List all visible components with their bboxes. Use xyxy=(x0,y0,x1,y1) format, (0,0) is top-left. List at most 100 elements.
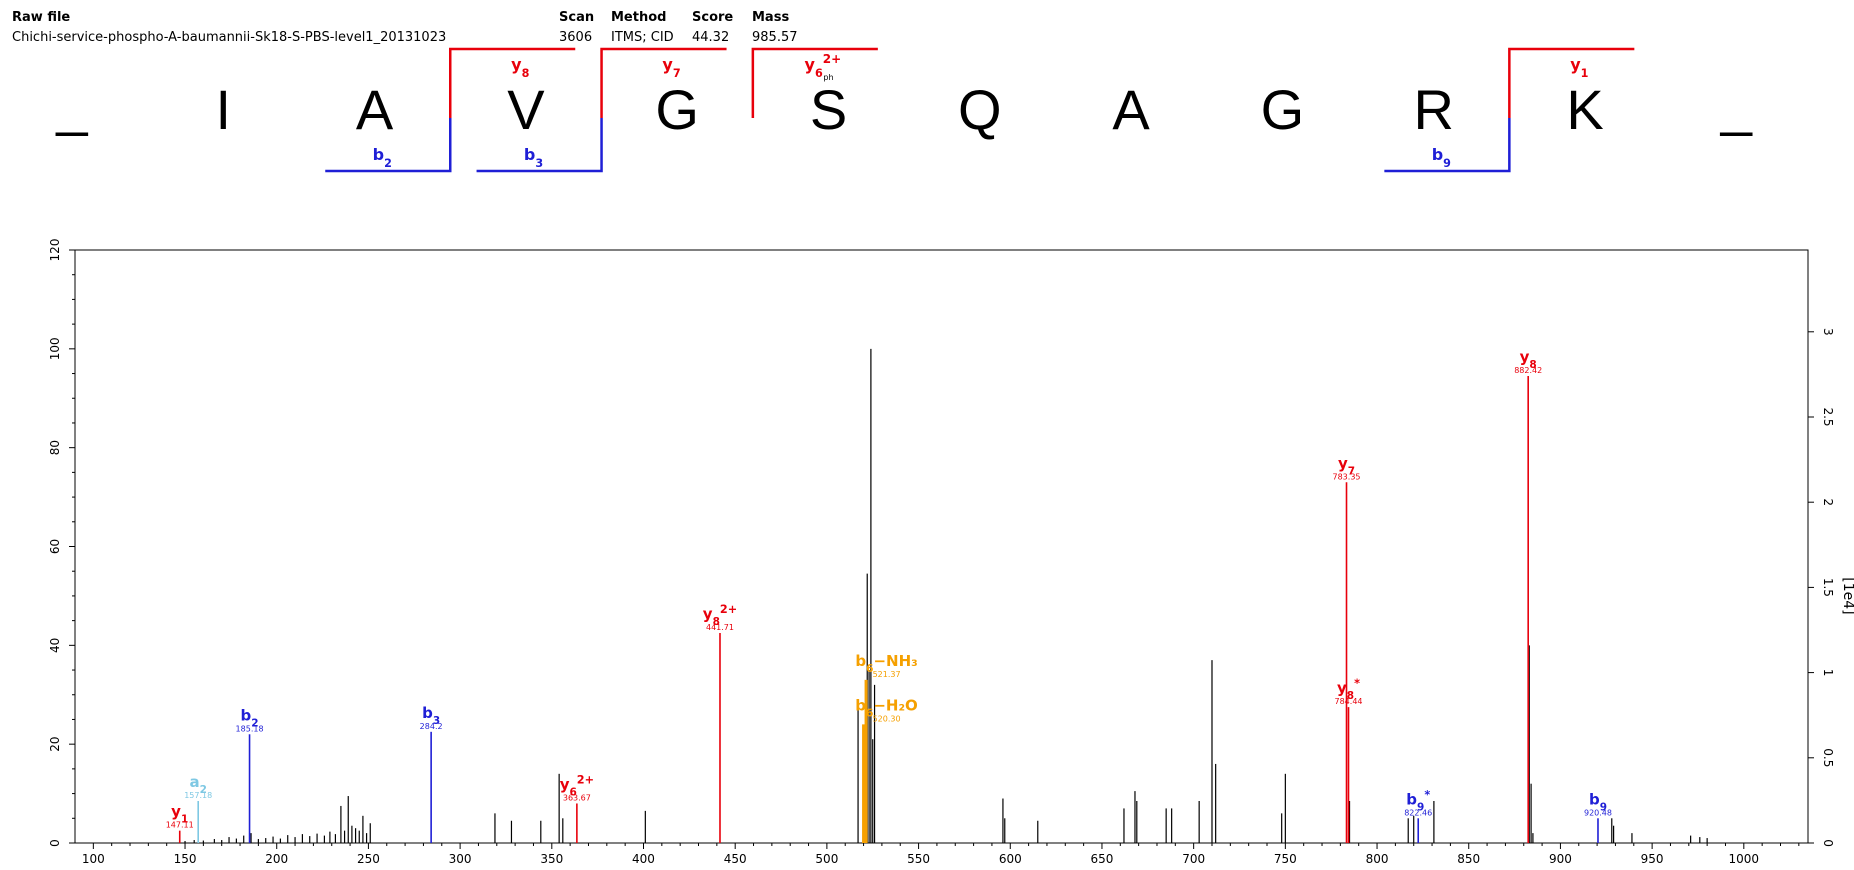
b-bracket-label-0: b2 xyxy=(373,145,392,170)
peak-ion-label-9: y8* xyxy=(1337,677,1360,703)
residue-3: V xyxy=(507,78,545,141)
peak-mz-label-5: 441.71 xyxy=(706,623,734,632)
peak-mz-label-7: 520.30 xyxy=(873,714,901,723)
x-tick-label-2: 200 xyxy=(265,852,288,866)
y-tick-label-3: 60 xyxy=(48,539,62,554)
right-tick-label-5: 2.5 xyxy=(1821,407,1835,426)
x-tick-label-0: 100 xyxy=(82,852,105,866)
y-bracket-3 xyxy=(1508,47,1635,118)
x-tick-label-11: 650 xyxy=(1091,852,1114,866)
peak-mz-label-9: 784.44 xyxy=(1335,697,1363,706)
right-tick-label-0: 0 xyxy=(1821,839,1835,847)
x-tick-label-3: 250 xyxy=(357,852,380,866)
residue-4: G xyxy=(655,78,699,141)
peak-mz-label-11: 882.42 xyxy=(1514,366,1542,375)
peak-mz-label-3: 284.2 xyxy=(420,722,443,731)
scan-label: Scan xyxy=(559,10,595,25)
x-tick-label-17: 950 xyxy=(1641,852,1664,866)
peak-ion-label-11: y8 xyxy=(1520,348,1537,371)
y-bracket-label-2: y62+ xyxy=(805,52,842,80)
peak-mz-label-8: 783.35 xyxy=(1333,472,1361,481)
peak-ion-label-3: b3 xyxy=(422,704,440,727)
x-tick-label-15: 850 xyxy=(1457,852,1480,866)
right-axis-label: [1e4] xyxy=(1840,577,1854,614)
x-tick-label-13: 750 xyxy=(1274,852,1297,866)
x-tick-label-10: 600 xyxy=(999,852,1022,866)
residue-0: _ xyxy=(56,74,88,137)
x-tick-label-4: 300 xyxy=(449,852,472,866)
x-tick-label-5: 350 xyxy=(540,852,563,866)
y-tick-label-4: 80 xyxy=(48,440,62,455)
y-bracket-label-1: y7 xyxy=(662,55,680,80)
x-tick-label-7: 450 xyxy=(724,852,747,866)
y-tick-label-5: 100 xyxy=(48,337,62,360)
residue-10: K xyxy=(1566,78,1604,141)
x-tick-label-8: 500 xyxy=(815,852,838,866)
peak-ion-label-10: b9* xyxy=(1406,788,1430,814)
residue-9: R xyxy=(1413,78,1454,141)
b-bracket-2 xyxy=(1384,118,1511,173)
x-tick-label-6: 400 xyxy=(632,852,655,866)
peak-mz-label-10: 822.46 xyxy=(1404,808,1432,817)
y-bracket-2 xyxy=(751,47,878,118)
right-tick-label-3: 1.5 xyxy=(1821,578,1835,597)
right-tick-label-6: 3 xyxy=(1821,328,1835,336)
residue-8: G xyxy=(1260,78,1305,141)
peak-mz-label-2: 185.18 xyxy=(236,724,264,733)
right-tick-label-4: 2 xyxy=(1821,498,1835,506)
x-tick-label-1: 150 xyxy=(174,852,197,866)
peak-ion-label-1: a2 xyxy=(189,773,206,796)
peak-ion-label-7: b6−H₂O xyxy=(855,696,918,719)
residue-11: _ xyxy=(1720,74,1752,137)
y-tick-label-2: 40 xyxy=(48,638,62,653)
y-bracket-label-0: y8 xyxy=(511,55,529,80)
peptide-sequence-panel: y8 y7 y62+ y1 ph b2 b3 b9 _ I A V G S Q A G R K _ xyxy=(0,40,1854,180)
x-tick-label-9: 550 xyxy=(907,852,930,866)
method-label: Method xyxy=(611,10,667,25)
peak-ion-label-5: y82+ xyxy=(703,602,737,628)
raw-file-label: Raw file xyxy=(12,10,71,25)
x-tick-label-18: 1000 xyxy=(1729,852,1760,866)
peak-ion-label-8: y7 xyxy=(1338,454,1355,477)
residue-2: A xyxy=(355,78,394,141)
y-bracket-0 xyxy=(449,47,576,118)
scan-value: 3606 xyxy=(559,30,593,45)
y-bracket-label-3: y1 xyxy=(1570,55,1588,80)
x-tick-label-12: 700 xyxy=(1182,852,1205,866)
mass-value: 985.57 xyxy=(752,30,798,45)
residue-5: S xyxy=(809,78,848,141)
y-tick-label-1: 20 xyxy=(48,737,62,752)
residue-1: I xyxy=(215,78,232,141)
peak-ion-label-4: y62+ xyxy=(560,773,594,799)
peak-mz-label-4: 363.67 xyxy=(563,793,591,802)
score-value: 44.32 xyxy=(692,30,730,45)
x-tick-label-16: 900 xyxy=(1549,852,1572,866)
score-label: Score xyxy=(692,10,734,25)
fragment-brackets: y8 y7 y62+ y1 ph b2 b3 b9 xyxy=(325,47,1635,173)
residue-6: Q xyxy=(958,78,1002,141)
right-tick-label-2: 1 xyxy=(1821,669,1835,677)
residue-7: A xyxy=(1112,78,1150,141)
mass-label: Mass xyxy=(752,10,790,25)
peak-ion-label-12: b9 xyxy=(1589,790,1607,813)
plot-frame xyxy=(74,249,1809,844)
y-bracket-1 xyxy=(600,47,727,118)
b-bracket-label-1: b3 xyxy=(524,145,543,170)
b-bracket-1 xyxy=(476,118,603,173)
method-value: ITMS; CID xyxy=(611,30,674,45)
y-tick-label-6: 120 xyxy=(48,239,62,262)
peak-mz-label-1: 157.18 xyxy=(184,791,212,800)
b-bracket-label-2: b9 xyxy=(1432,145,1451,170)
phospho-site-label: ph xyxy=(823,73,833,82)
peak-ion-label-2: b2 xyxy=(241,706,259,729)
b-bracket-0 xyxy=(325,118,452,173)
peak-mz-label-0: 147.11 xyxy=(166,821,194,830)
spectrum-info-header: Raw file Chichi-service-phospho-A-bauman… xyxy=(0,8,900,48)
peak-mz-label-12: 920.48 xyxy=(1584,808,1612,817)
right-tick-label-1: 0.5 xyxy=(1821,748,1835,767)
ms2-spectrum-chart: 100 150 200 250 300 350 400 450 500 550 600 650 700 7… xyxy=(48,239,1854,866)
peak-ion-label-6: b6−NH₃ xyxy=(855,652,917,675)
peak-ion-label-0: y1 xyxy=(171,803,188,826)
x-tick-label-14: 800 xyxy=(1366,852,1389,866)
peak-mz-label-6: 521.37 xyxy=(873,670,901,679)
